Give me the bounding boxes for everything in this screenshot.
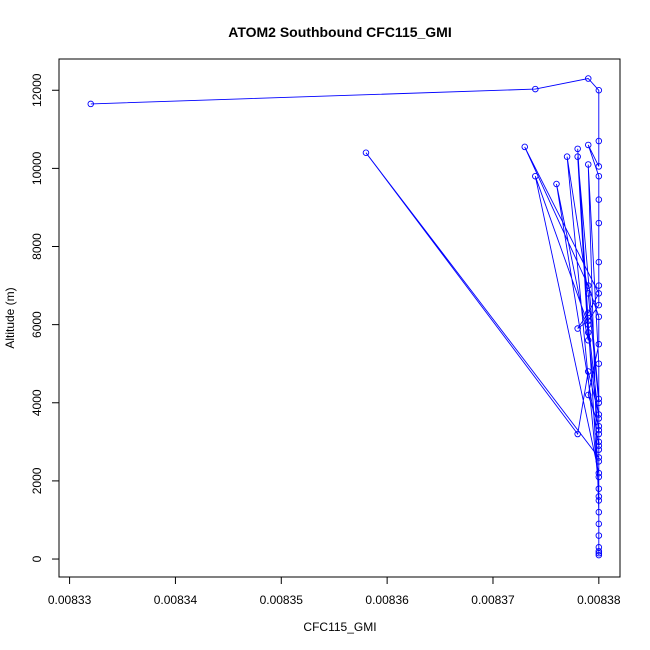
data-point [553,180,560,188]
data-point [595,454,603,461]
data-point [595,399,603,407]
x-tick-label: 0.00833 [48,593,92,607]
data-point [595,520,603,528]
y-axis-label: Altitude (m) [3,287,17,348]
data-point [595,411,603,418]
plot-frame [58,58,621,578]
data-point [584,309,592,317]
data-point [595,258,603,266]
data-point [595,442,603,449]
y-tick-label: 4000 [30,389,44,416]
data-point [574,145,581,153]
data-point [595,340,603,348]
data-point [595,549,603,557]
data-point [595,360,603,367]
x-axis-label: CFC115_GMI [303,620,376,634]
x-tick-label: 0.00834 [154,593,198,607]
series-path [90,78,600,556]
data-point [595,485,603,492]
x-tick-label: 0.00837 [471,593,515,607]
data-point [584,141,592,149]
data-point [595,430,603,438]
data-point [574,153,581,160]
data-point [362,149,370,157]
chart-title: ATOM2 Southbound CFC115_GMI [228,24,452,40]
y-tick-label: 6000 [30,311,44,338]
data-point [584,329,592,336]
data-point [595,282,603,289]
y-tick-label: 2000 [30,467,44,494]
data-point [595,551,603,559]
x-tick-label: 0.00835 [260,593,304,607]
data-point [521,143,528,151]
data-point [584,161,592,168]
data-point [532,172,539,180]
data-point [595,508,603,516]
data-point [584,317,592,324]
data-point [595,163,603,170]
data-point [595,497,603,504]
x-axis: 0.00833 0.00834 0.00835 0.00836 0.00837 0.008… [48,576,621,607]
data-point [595,473,603,481]
y-tick-label: 12000 [30,73,44,107]
y-tick-label: 10000 [30,151,44,185]
series-points [87,75,603,559]
data-point [595,87,603,94]
data-point [532,85,539,93]
data-point [595,532,603,539]
y-tick-label: 8000 [30,233,44,260]
data-point [595,415,603,422]
data-point [595,301,603,309]
data-point [584,391,592,399]
data-point [584,290,592,297]
data-point [584,321,592,328]
data-point [87,100,95,108]
data-point [595,137,603,145]
y-tick-label: 0 [30,555,44,562]
data-point [595,422,603,430]
data-point [595,438,603,446]
data-point [595,395,603,403]
data-point [584,282,592,289]
data-point [595,196,603,203]
data-point [595,547,603,555]
x-tick-label: 0.00838 [577,593,621,607]
data-point [584,368,592,375]
data-point [584,75,592,82]
y-axis: 0 2000 4000 6000 8000 10000 12000 [30,73,60,562]
data-point [584,337,592,344]
data-point [595,446,603,453]
data-point [595,290,603,297]
data-point [574,325,581,332]
data-point [595,172,603,180]
data-point [595,458,603,465]
x-tick-label: 0.00836 [365,593,409,607]
data-point [595,469,603,477]
data-point [563,153,571,160]
series-line [90,78,600,556]
data-point [595,426,603,434]
data-point [595,493,603,500]
data-point [595,219,603,227]
data-point [574,430,581,438]
data-point [595,313,603,321]
